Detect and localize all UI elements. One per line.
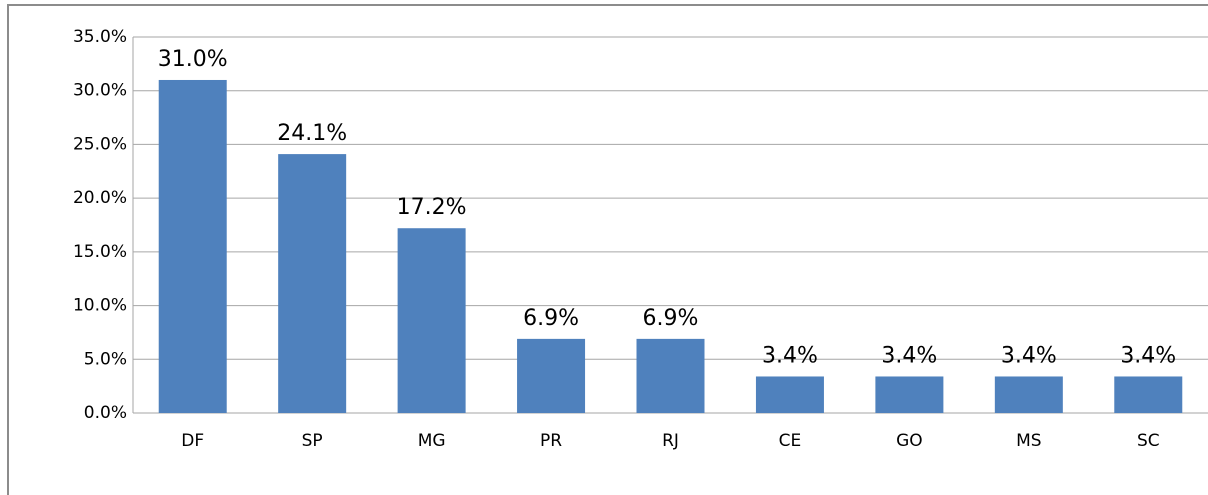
bar bbox=[158, 79, 227, 413]
y-tick-label: 25.0% bbox=[73, 134, 127, 154]
value-label: 3.4% bbox=[1120, 343, 1176, 368]
bar bbox=[397, 228, 466, 413]
bar bbox=[278, 154, 347, 413]
value-label: 3.4% bbox=[1001, 343, 1057, 368]
y-tick-label: 30.0% bbox=[73, 81, 127, 101]
x-tick-label: SC bbox=[1137, 431, 1160, 451]
x-tick-label: MS bbox=[1016, 431, 1041, 451]
bar bbox=[517, 338, 586, 413]
y-tick-label: 35.0% bbox=[73, 27, 127, 47]
value-label: 6.9% bbox=[643, 306, 699, 331]
y-tick-label: 20.0% bbox=[73, 188, 127, 208]
bar bbox=[1114, 376, 1183, 413]
x-tick-label: GO bbox=[896, 431, 923, 451]
y-tick-label: 10.0% bbox=[73, 296, 127, 316]
x-tick-label: SP bbox=[302, 431, 323, 451]
x-tick-label: PR bbox=[540, 431, 562, 451]
bar bbox=[636, 338, 705, 413]
value-label: 17.2% bbox=[397, 195, 467, 220]
x-tick-label: CE bbox=[779, 431, 802, 451]
value-label: 6.9% bbox=[523, 306, 579, 331]
bar bbox=[755, 376, 824, 413]
value-label: 3.4% bbox=[881, 343, 937, 368]
bar bbox=[994, 376, 1063, 413]
y-tick-label: 0.0% bbox=[84, 403, 127, 423]
x-tick-label: MG bbox=[418, 431, 446, 451]
y-tick-label: 5.0% bbox=[84, 349, 127, 369]
bar bbox=[875, 376, 944, 413]
value-label: 3.4% bbox=[762, 343, 818, 368]
x-tick-label: RJ bbox=[662, 431, 679, 451]
value-label: 31.0% bbox=[158, 47, 228, 72]
chart-border bbox=[7, 4, 1208, 495]
x-tick-label: DF bbox=[181, 431, 204, 451]
value-label: 24.1% bbox=[277, 121, 347, 146]
y-tick-label: 15.0% bbox=[73, 242, 127, 262]
